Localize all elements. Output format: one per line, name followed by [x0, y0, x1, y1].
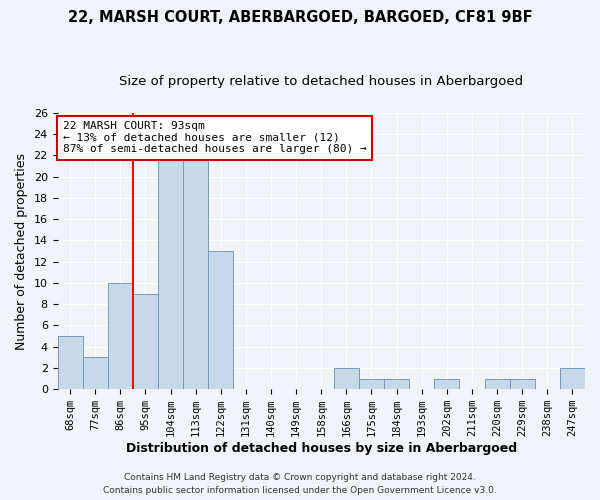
Bar — [158, 156, 183, 389]
Bar — [83, 358, 108, 389]
Bar — [108, 283, 133, 389]
Bar — [58, 336, 83, 389]
Y-axis label: Number of detached properties: Number of detached properties — [15, 152, 28, 350]
Bar — [208, 251, 233, 389]
Bar — [560, 368, 585, 389]
Bar — [485, 378, 509, 389]
Title: Size of property relative to detached houses in Aberbargoed: Size of property relative to detached ho… — [119, 75, 523, 88]
Bar — [434, 378, 460, 389]
Bar — [183, 156, 208, 389]
Text: Contains HM Land Registry data © Crown copyright and database right 2024.
Contai: Contains HM Land Registry data © Crown c… — [103, 474, 497, 495]
Bar — [509, 378, 535, 389]
Bar — [334, 368, 359, 389]
X-axis label: Distribution of detached houses by size in Aberbargoed: Distribution of detached houses by size … — [126, 442, 517, 455]
Text: 22 MARSH COURT: 93sqm
← 13% of detached houses are smaller (12)
87% of semi-deta: 22 MARSH COURT: 93sqm ← 13% of detached … — [63, 121, 367, 154]
Bar — [359, 378, 384, 389]
Bar — [384, 378, 409, 389]
Bar — [133, 294, 158, 389]
Text: 22, MARSH COURT, ABERBARGOED, BARGOED, CF81 9BF: 22, MARSH COURT, ABERBARGOED, BARGOED, C… — [68, 10, 532, 25]
